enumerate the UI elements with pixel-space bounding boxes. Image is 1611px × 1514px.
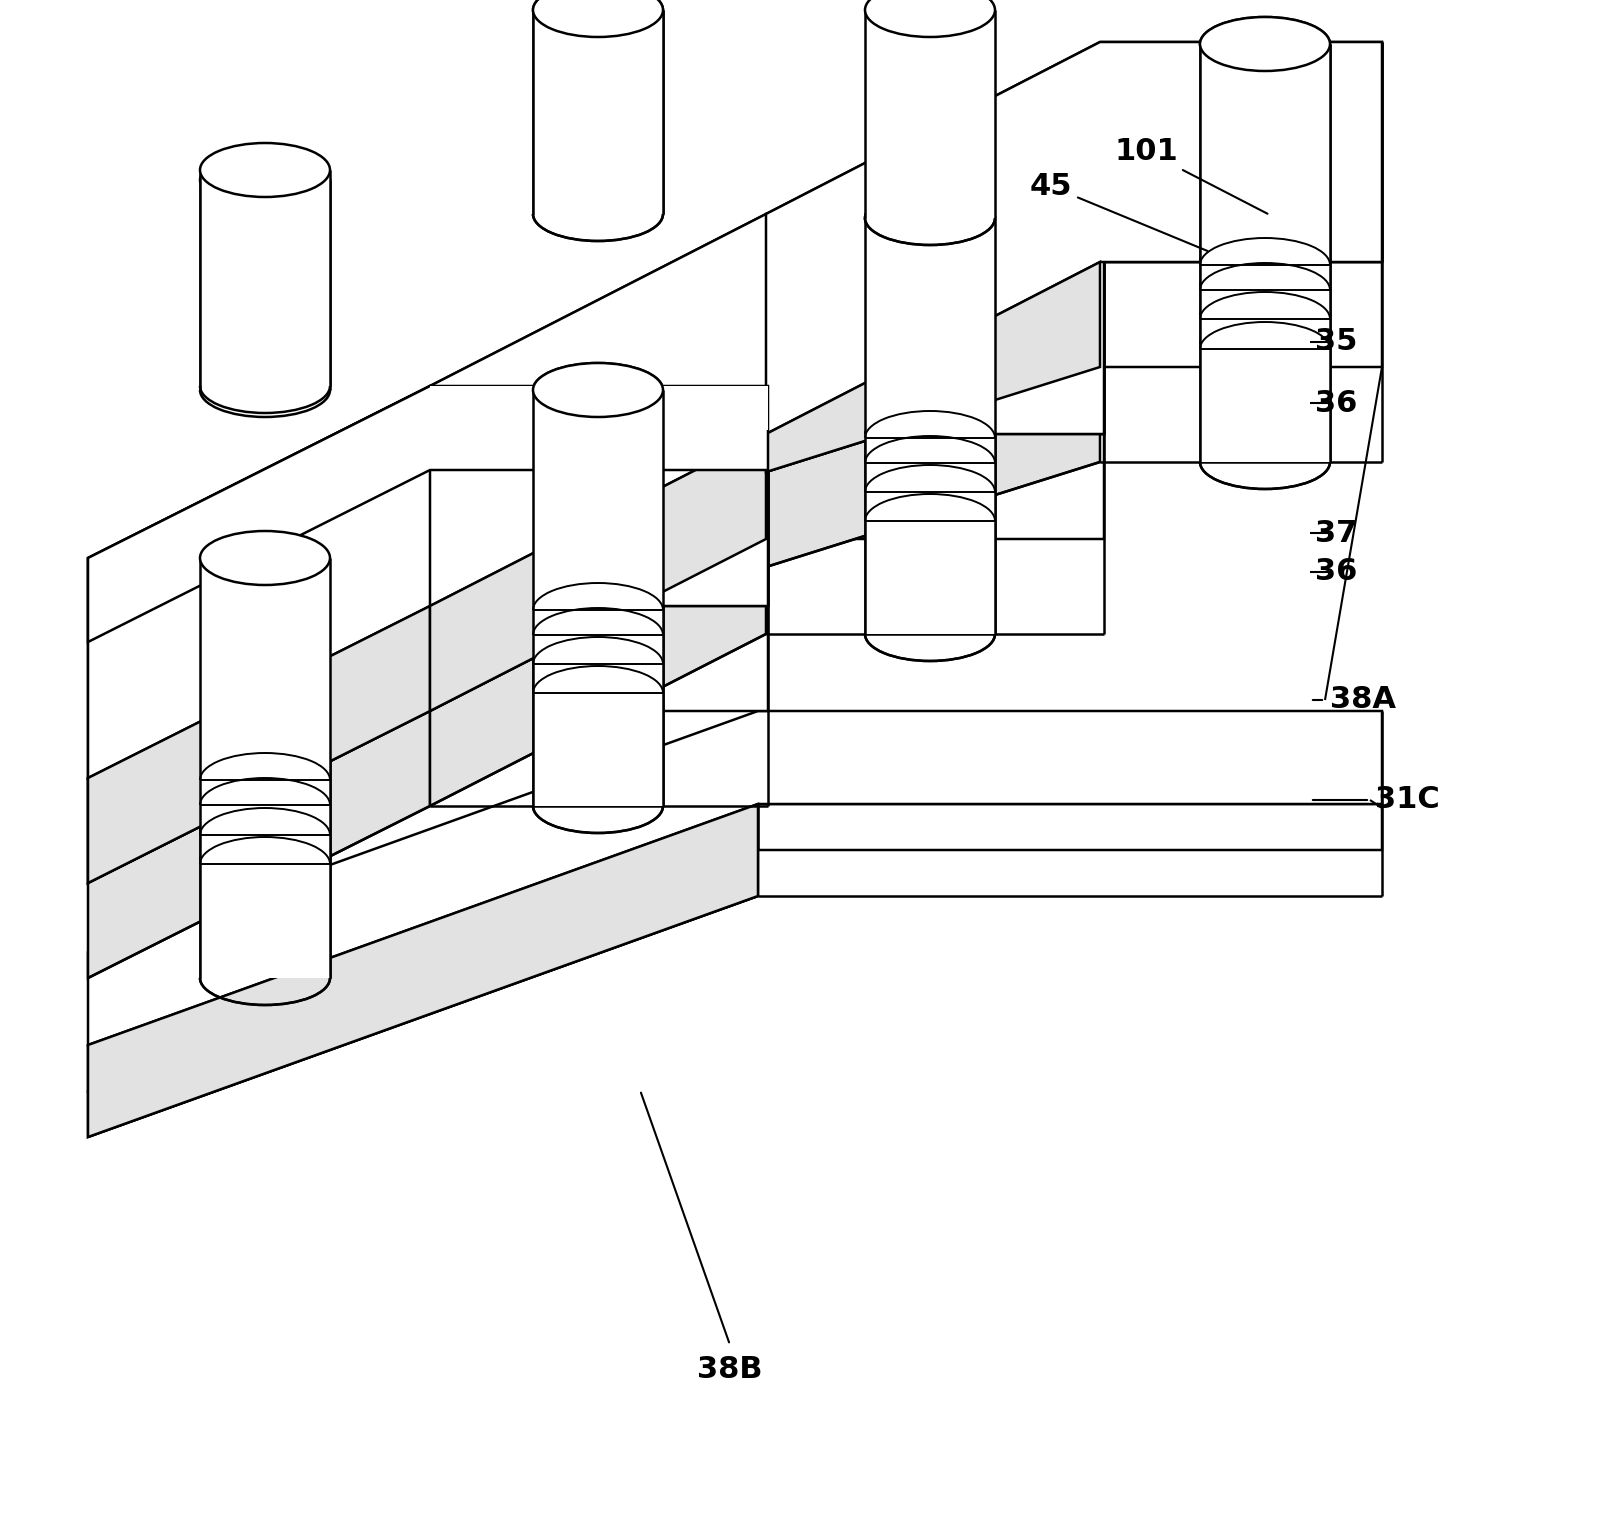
Ellipse shape (200, 531, 330, 584)
Ellipse shape (533, 0, 664, 36)
Polygon shape (430, 386, 768, 430)
Polygon shape (765, 262, 1382, 472)
Text: 101: 101 (1115, 136, 1268, 213)
Text: 38A: 38A (1331, 686, 1397, 715)
Polygon shape (1200, 44, 1331, 462)
Polygon shape (533, 11, 664, 213)
Text: 31C: 31C (1376, 786, 1440, 815)
Polygon shape (89, 606, 768, 883)
Polygon shape (89, 712, 430, 978)
Polygon shape (89, 804, 1382, 1092)
Polygon shape (765, 366, 1100, 568)
Polygon shape (865, 218, 996, 634)
Polygon shape (865, 218, 996, 634)
Polygon shape (200, 559, 330, 978)
Ellipse shape (865, 191, 996, 245)
Polygon shape (200, 180, 330, 391)
Ellipse shape (533, 363, 664, 416)
Ellipse shape (865, 191, 996, 245)
Ellipse shape (1200, 17, 1331, 71)
Polygon shape (89, 386, 768, 778)
Ellipse shape (533, 0, 664, 36)
Polygon shape (89, 712, 1382, 1045)
Polygon shape (430, 435, 765, 712)
Polygon shape (89, 849, 759, 1137)
Ellipse shape (1200, 17, 1331, 71)
Polygon shape (765, 262, 1100, 472)
Polygon shape (533, 391, 664, 805)
Polygon shape (765, 262, 1100, 472)
Polygon shape (765, 42, 1382, 435)
Text: 37: 37 (1315, 518, 1356, 548)
Text: 45: 45 (1029, 173, 1207, 251)
Text: 35: 35 (1315, 327, 1358, 356)
Ellipse shape (200, 531, 330, 584)
Polygon shape (765, 42, 1382, 435)
Polygon shape (89, 804, 759, 1137)
Ellipse shape (200, 153, 330, 207)
Polygon shape (430, 213, 1104, 606)
Polygon shape (430, 435, 1104, 712)
Polygon shape (430, 213, 1104, 606)
Polygon shape (430, 435, 765, 712)
Polygon shape (89, 606, 430, 883)
Polygon shape (89, 386, 768, 642)
Ellipse shape (200, 142, 330, 197)
Ellipse shape (865, 0, 996, 36)
Polygon shape (89, 606, 430, 883)
Polygon shape (865, 11, 996, 218)
Polygon shape (200, 170, 330, 386)
Polygon shape (533, 391, 664, 805)
Text: 36: 36 (1315, 557, 1358, 586)
Ellipse shape (533, 363, 664, 416)
Polygon shape (200, 559, 330, 978)
Polygon shape (1200, 44, 1331, 462)
Text: 38B: 38B (698, 1355, 762, 1384)
Text: 36: 36 (1315, 389, 1358, 418)
Polygon shape (430, 539, 765, 805)
Polygon shape (533, 11, 664, 213)
Polygon shape (89, 386, 768, 778)
